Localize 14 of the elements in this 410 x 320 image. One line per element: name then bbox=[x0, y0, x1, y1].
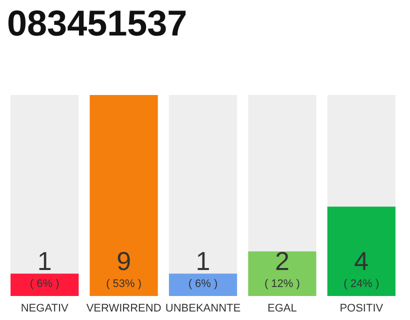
bar bbox=[248, 251, 316, 296]
x-tick-label: NEGATIV bbox=[20, 302, 69, 314]
data-label: 1 ( 6% ) bbox=[30, 246, 60, 290]
x-tick-label: POSITIV bbox=[340, 302, 384, 314]
bar bbox=[168, 274, 238, 296]
x-tick-label: VERWIRREND bbox=[86, 302, 162, 314]
data-label: 2 ( 12% ) bbox=[264, 246, 300, 290]
chart-title: 083451537 bbox=[7, 2, 188, 44]
bar bbox=[10, 274, 79, 296]
data-label: 4 ( 24% ) bbox=[344, 246, 380, 290]
x-tick-label: EGAL bbox=[268, 302, 297, 314]
data-label: 1 ( 6% ) bbox=[188, 246, 218, 290]
x-tick-label: UNBEKANNTE bbox=[165, 302, 241, 314]
data-label: 9 ( 53% ) bbox=[106, 246, 142, 290]
